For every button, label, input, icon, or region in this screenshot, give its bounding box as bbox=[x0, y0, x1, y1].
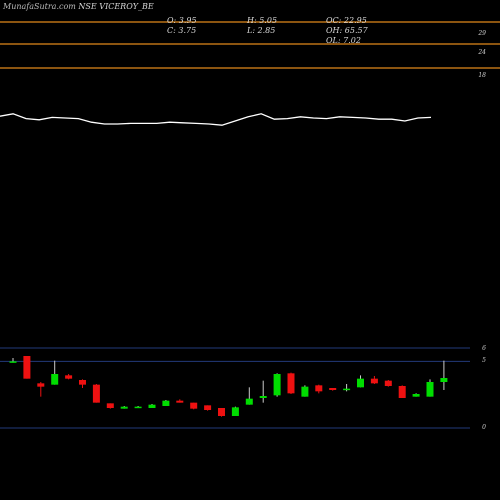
candle-body bbox=[218, 408, 225, 416]
candle-body bbox=[65, 375, 73, 379]
candle-body bbox=[357, 378, 364, 388]
candle-body bbox=[315, 385, 323, 392]
candle-body bbox=[398, 386, 406, 398]
open-value: O: 3.95 bbox=[167, 16, 197, 25]
candle-body bbox=[231, 407, 239, 416]
candle-body bbox=[329, 388, 337, 390]
candle-body bbox=[37, 383, 45, 387]
ol-value: OL: 7.02 bbox=[326, 36, 361, 45]
candle-body bbox=[440, 378, 448, 382]
oh-value: OH: 65.57 bbox=[326, 26, 368, 35]
candle-body bbox=[204, 405, 212, 410]
candle-body bbox=[148, 404, 156, 408]
candle-body bbox=[162, 400, 170, 406]
candle-body bbox=[273, 374, 281, 396]
source-label: MunafaSutra.com bbox=[3, 2, 76, 11]
right-tick-24: 24 bbox=[478, 49, 486, 56]
candle-body bbox=[412, 394, 420, 397]
close-value: C: 3.75 bbox=[167, 26, 197, 35]
candle-body bbox=[51, 374, 59, 385]
candle-body bbox=[384, 380, 392, 386]
candle-body bbox=[259, 396, 267, 398]
candle-body bbox=[190, 402, 198, 409]
candle-body bbox=[120, 406, 128, 409]
candle-body bbox=[301, 386, 309, 397]
oc-value: OC: 22.95 bbox=[326, 16, 367, 25]
candle-body bbox=[79, 380, 86, 385]
chart-title: NSE VICEROY_BE bbox=[78, 2, 154, 11]
candle-body bbox=[92, 384, 100, 403]
candle-body bbox=[134, 406, 142, 409]
candle-body bbox=[106, 403, 114, 408]
right-tick-6: 6 bbox=[482, 345, 486, 352]
right-tick-29: 29 bbox=[478, 30, 486, 37]
candle-body bbox=[426, 382, 434, 397]
right-tick-18: 18 bbox=[478, 72, 486, 79]
candle-body bbox=[9, 361, 17, 363]
right-tick-5: 5 bbox=[482, 357, 486, 364]
right-tick-0: 0 bbox=[482, 424, 486, 431]
candle-body bbox=[370, 378, 378, 384]
low-value: L: 2.85 bbox=[247, 26, 276, 35]
high-value: H: 5.05 bbox=[247, 16, 278, 25]
candle-body bbox=[176, 400, 184, 403]
candle-body bbox=[343, 388, 351, 391]
chart-header: MunafaSutra.com NSE VICEROY_BE bbox=[3, 2, 154, 11]
candle-body bbox=[23, 356, 31, 379]
candle-body bbox=[287, 373, 295, 394]
indicator-line bbox=[0, 113, 432, 126]
candle-body bbox=[245, 398, 253, 405]
